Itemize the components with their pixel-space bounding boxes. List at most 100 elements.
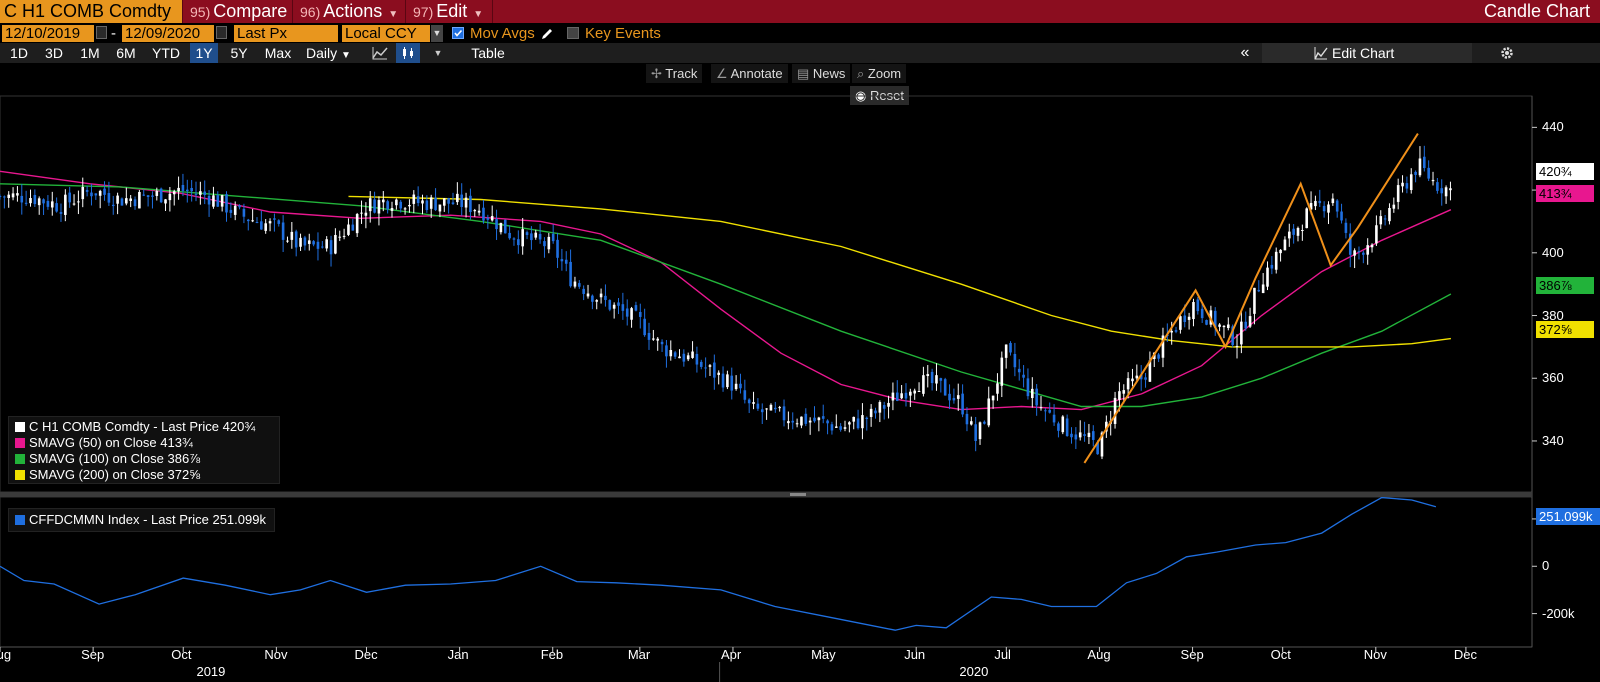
line-chart-icon[interactable] — [372, 46, 388, 60]
candle-body — [1449, 188, 1452, 191]
legend-row-sma100[interactable]: SMAVG (100) on Close 386⅞ — [15, 451, 200, 466]
candle-body — [177, 187, 180, 192]
field-selector[interactable]: Last Px — [234, 25, 338, 42]
actions-menu[interactable]: 96) Actions ▼ — [300, 0, 398, 23]
candle-chart-toggle[interactable] — [396, 43, 420, 63]
candle-body — [338, 236, 342, 238]
end-date-field[interactable]: 12/09/2020 — [122, 25, 214, 42]
gear-icon[interactable] — [1499, 45, 1515, 61]
candle-body — [50, 201, 54, 208]
candle-body — [1305, 208, 1309, 229]
candle-body — [24, 202, 28, 204]
candle-body — [956, 395, 960, 399]
mov-avgs-label[interactable]: Mov Avgs — [470, 25, 535, 42]
frequency-selector[interactable]: Daily ▼ — [301, 43, 368, 63]
title-bar: C H1 COMB Comdty 95) Compare 96) Actions ▼ … — [0, 0, 1600, 23]
pencil-icon[interactable] — [540, 27, 554, 41]
legend-label: CFFDCMMN Index - Last Price 251.099k — [29, 512, 266, 527]
news-tool[interactable]: ▤ News — [792, 64, 851, 83]
calendar-icon[interactable] — [216, 26, 227, 39]
candle-body — [0, 195, 2, 197]
pane-splitter[interactable] — [0, 492, 1532, 497]
candle-body — [1205, 320, 1208, 325]
track-tool[interactable]: ✢ Track — [646, 64, 703, 83]
candle-body — [125, 198, 128, 204]
ticker-field[interactable]: C H1 COMB Comdty — [0, 0, 182, 23]
edit-chart-button[interactable]: Edit Chart — [1262, 43, 1472, 63]
legend-value: 420¾ — [222, 419, 256, 434]
edit-chart-icon — [1314, 47, 1328, 60]
candle-body — [1118, 391, 1121, 400]
candle-body — [368, 198, 372, 212]
candle-body — [342, 235, 346, 237]
zoom-tool[interactable]: ⌕ Zoom — [852, 64, 907, 83]
reset-button[interactable]: ◉ Reset — [850, 86, 909, 105]
divider — [492, 0, 493, 23]
candle-body — [961, 393, 964, 415]
legend-row-sma50[interactable]: SMAVG (50) on Close 413¾ — [15, 435, 193, 450]
candle-body — [1270, 264, 1274, 269]
candle-body — [930, 371, 934, 384]
candle-body — [412, 194, 416, 204]
candle-body — [181, 184, 185, 191]
candle-body — [1253, 287, 1256, 314]
period-1m[interactable]: 1M — [80, 45, 100, 61]
period-max[interactable]: Max — [264, 45, 292, 61]
candle-body — [643, 318, 646, 336]
candle-body — [90, 192, 93, 197]
candle-body — [1279, 249, 1282, 254]
legend-row-index[interactable]: CFFDCMMN Index - Last Price 251.099k — [15, 512, 266, 527]
annotate-icon: ∠ — [716, 66, 728, 81]
candle-body — [769, 404, 773, 411]
candle-body — [229, 209, 233, 213]
period-1y[interactable]: 1Y — [190, 43, 218, 63]
period-1d[interactable]: 1D — [10, 45, 28, 61]
x-tick-label: Oct — [171, 647, 192, 662]
currency-selector[interactable]: Local CCY — [342, 25, 430, 42]
candle-body — [469, 195, 472, 213]
candle-body — [33, 194, 37, 205]
candle-body — [782, 406, 786, 421]
mov-avgs-checkbox[interactable] — [452, 27, 464, 39]
period-ytd[interactable]: YTD — [152, 45, 180, 61]
candle-body — [1131, 378, 1134, 382]
candle-body — [1139, 374, 1143, 380]
legend-row-price[interactable]: C H1 COMB Comdty - Last Price 420¾ — [15, 419, 255, 434]
candle-body — [233, 205, 237, 215]
candle-body — [216, 195, 220, 207]
chevron-down-icon: ▼ — [388, 9, 399, 20]
candle-body — [1292, 228, 1295, 235]
candle-body — [225, 194, 228, 213]
candle-body — [1362, 252, 1365, 255]
candle-body — [146, 195, 150, 197]
calendar-icon[interactable] — [96, 26, 107, 39]
annotate-tool[interactable]: ∠ Annotate — [711, 64, 788, 83]
candle-body — [438, 204, 442, 212]
chevron-down-icon: ▼ — [473, 9, 484, 20]
candle-body — [1183, 315, 1187, 323]
divider — [405, 0, 406, 23]
splitter-grip-icon[interactable] — [790, 493, 806, 496]
candle-body — [94, 193, 98, 196]
candle-body — [1388, 208, 1391, 222]
key-events-checkbox[interactable] — [567, 27, 579, 39]
period-6m[interactable]: 6M — [116, 45, 136, 61]
chevron-down-icon[interactable]: ▼ — [433, 48, 443, 58]
chevron-down-icon[interactable]: ▼ — [431, 25, 443, 42]
legend-row-sma200[interactable]: SMAVG (200) on Close 372⅝ — [15, 467, 200, 482]
x-tick-label: Mar — [627, 647, 651, 662]
table-button[interactable]: Table — [471, 45, 505, 61]
start-date-field[interactable]: 12/10/2019 — [2, 25, 94, 42]
collapse-icon[interactable]: « — [1240, 44, 1250, 61]
candle-body — [556, 239, 559, 258]
candle-body — [111, 204, 115, 207]
period-5y[interactable]: 5Y — [230, 45, 248, 61]
candle-body — [1078, 432, 1082, 438]
period-3d[interactable]: 3D — [45, 45, 63, 61]
compare-menu[interactable]: 95) Compare — [190, 0, 287, 23]
candle-body — [595, 300, 599, 302]
candle-body — [591, 295, 594, 302]
key-events-label[interactable]: Key Events — [585, 25, 661, 42]
edit-menu[interactable]: 97) Edit ▼ — [413, 0, 483, 23]
candle-body — [7, 194, 11, 198]
